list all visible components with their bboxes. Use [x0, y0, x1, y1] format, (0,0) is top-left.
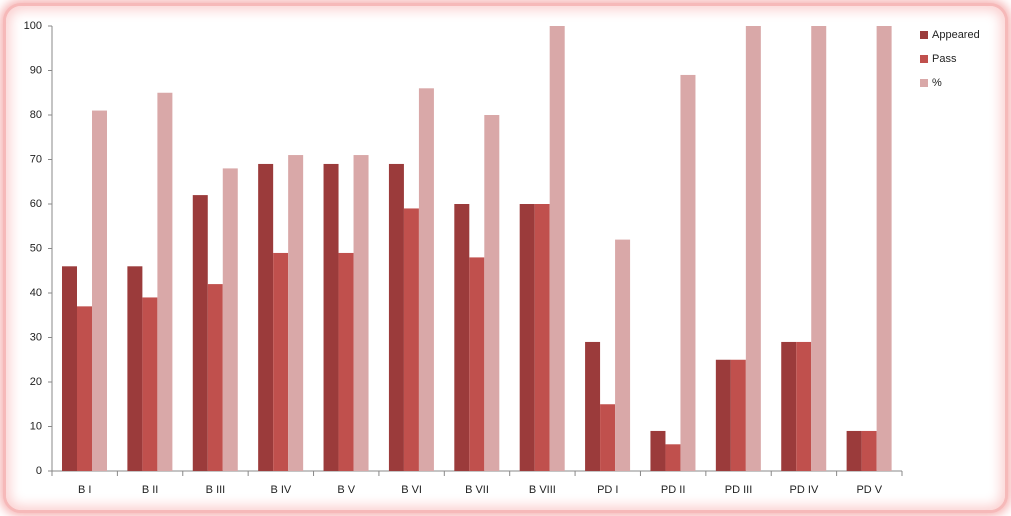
- bar: [781, 341, 797, 471]
- bar: [192, 195, 208, 471]
- bar: [484, 115, 500, 471]
- y-tick-label: 50: [30, 242, 42, 254]
- bar: [388, 163, 404, 471]
- legend-swatch: [920, 79, 928, 87]
- bar: [127, 266, 143, 471]
- bar: [549, 26, 565, 471]
- x-tick-label: B I: [78, 484, 91, 496]
- x-tick-label: B VIII: [529, 484, 556, 496]
- y-tick-label: 40: [30, 287, 42, 299]
- bar: [585, 341, 601, 471]
- bar: [77, 306, 92, 471]
- legend-swatch: [920, 55, 928, 63]
- bar: [715, 359, 731, 471]
- x-tick-label: B III: [206, 484, 226, 496]
- bar: [454, 204, 470, 471]
- y-tick-label: 10: [30, 420, 42, 432]
- x-tick-label: B VII: [465, 484, 489, 496]
- y-tick-label: 30: [30, 331, 42, 343]
- bar: [288, 155, 304, 472]
- bar: [273, 252, 289, 471]
- y-tick-label: 100: [24, 20, 42, 32]
- legend-swatch: [920, 31, 928, 39]
- bar: [650, 430, 666, 471]
- x-tick-label: PD III: [725, 484, 753, 496]
- bar: [600, 404, 616, 471]
- bar: [353, 155, 369, 472]
- bar: [665, 444, 681, 471]
- bar: [157, 92, 173, 471]
- bar: [615, 239, 631, 471]
- bar: [338, 252, 354, 471]
- x-tick-label: PD I: [597, 484, 618, 496]
- bar: [92, 110, 107, 472]
- x-tick-label: PD II: [661, 484, 685, 496]
- bar: [62, 266, 77, 471]
- x-tick-label: PD IV: [790, 484, 819, 496]
- x-tick-label: B V: [337, 484, 355, 496]
- bar: [861, 430, 877, 471]
- y-tick-label: 90: [30, 64, 42, 76]
- y-tick-label: 20: [30, 376, 42, 388]
- bar: [534, 204, 550, 471]
- bar: [846, 430, 862, 471]
- x-tick-label: B VI: [401, 484, 422, 496]
- bar: [258, 163, 274, 471]
- bar: [796, 341, 812, 471]
- bar: [519, 204, 535, 471]
- bar: [323, 163, 339, 471]
- legend-label: Appeared: [932, 29, 980, 41]
- bar: [207, 284, 223, 471]
- legend-label: Pass: [932, 53, 957, 65]
- y-tick-label: 70: [30, 153, 42, 165]
- bar: [876, 26, 892, 471]
- bar: [730, 359, 746, 471]
- x-tick-label: B IV: [270, 484, 291, 496]
- y-tick-label: 60: [30, 198, 42, 210]
- bar: [142, 297, 158, 471]
- x-tick-label: PD V: [856, 484, 882, 496]
- bar: [680, 74, 696, 471]
- y-tick-label: 80: [30, 109, 42, 121]
- bar: [403, 208, 419, 471]
- y-tick-label: 0: [36, 465, 42, 477]
- x-tick-label: B II: [142, 484, 159, 496]
- bar: [418, 88, 434, 472]
- bar: [811, 26, 827, 471]
- bar: [469, 257, 485, 471]
- bar: [222, 168, 238, 471]
- legend-label: %: [932, 77, 942, 89]
- bar: [745, 26, 761, 471]
